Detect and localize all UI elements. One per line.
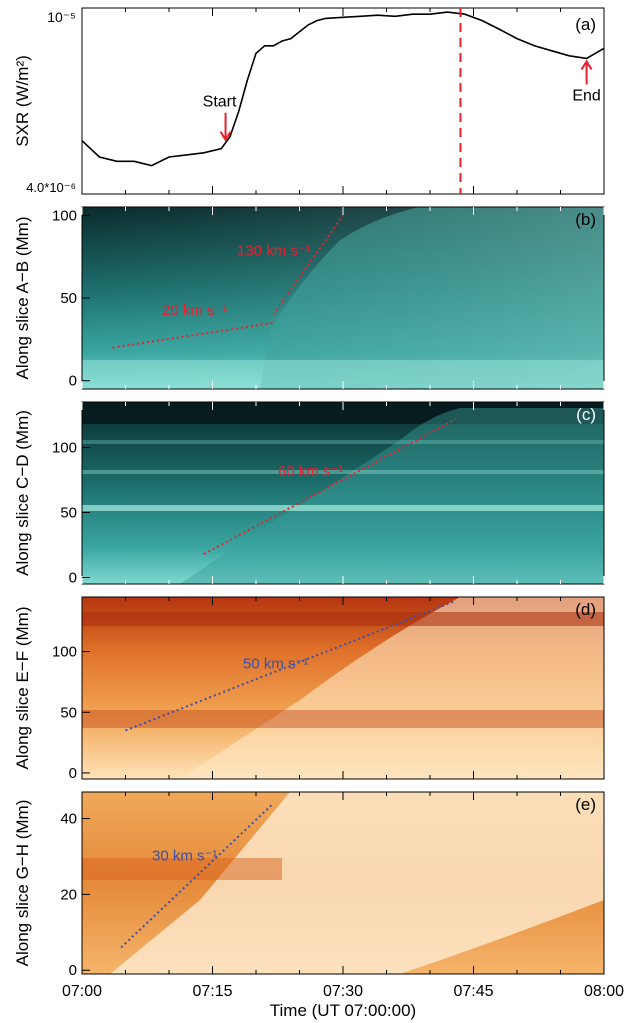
x-tick-label: 08:00 bbox=[584, 983, 624, 1000]
speed-fit-label: 20 km s⁻¹ bbox=[162, 302, 227, 319]
panel-d: (d) Along slice E−F (Mm) bbox=[13, 597, 604, 779]
y-tick-label: 0 bbox=[69, 962, 77, 979]
x-tick-label: 07:15 bbox=[192, 983, 232, 1000]
end-label: End bbox=[572, 87, 600, 104]
speed-fit-label: 30 km s⁻¹ bbox=[152, 847, 217, 864]
y-tick-label: 50 bbox=[60, 704, 77, 721]
panel-a-frame bbox=[82, 8, 604, 194]
panel-a: Start End (a) 10⁻⁵ 4.0*10⁻⁶ SXR (W/m²) bbox=[13, 8, 604, 195]
speed-fit-label: 50 km s⁻¹ bbox=[243, 656, 308, 673]
panel-c-label: (c) bbox=[576, 405, 596, 424]
sxr-ytick-bottom: 4.0*10⁻⁶ bbox=[26, 180, 76, 195]
speed-fit-label: 130 km s⁻¹ bbox=[237, 243, 311, 260]
x-axis-label: Time (UT 07:00:00) bbox=[270, 1001, 416, 1020]
panel-c: (c) Along slice C−D (Mm) bbox=[13, 402, 604, 584]
panel-c-ylabel: Along slice C−D (Mm) bbox=[13, 410, 32, 576]
panel-c-streak-1 bbox=[82, 505, 604, 511]
y-tick-label: 100 bbox=[52, 207, 77, 224]
panel-e-ylabel: Along slice G−H (Mm) bbox=[13, 800, 32, 967]
start-label: Start bbox=[203, 94, 237, 111]
panel-b: (b) Along slice A−B (Mm) bbox=[13, 207, 604, 389]
panel-e-label: (e) bbox=[575, 795, 596, 814]
y-tick-label: 100 bbox=[52, 644, 77, 661]
x-tick-label: 07:30 bbox=[323, 983, 363, 1000]
x-tick-label: 07:45 bbox=[453, 983, 493, 1000]
y-tick-label: 40 bbox=[60, 811, 77, 828]
panel-a-label: (a) bbox=[575, 15, 596, 34]
y-tick-label: 0 bbox=[69, 373, 77, 390]
panel-b-ylabel: Along slice A−B (Mm) bbox=[13, 217, 32, 380]
panel-d-ylabel: Along slice E−F (Mm) bbox=[13, 607, 32, 770]
speed-fit-label: 60 km s⁻¹ bbox=[278, 463, 343, 480]
y-tick-label: 50 bbox=[60, 505, 77, 522]
y-tick-label: 20 bbox=[60, 886, 77, 903]
sxr-ylabel: SXR (W/m²) bbox=[13, 55, 32, 147]
y-tick-label: 100 bbox=[52, 440, 77, 457]
y-tick-label: 0 bbox=[69, 570, 77, 587]
panel-c-streak-3 bbox=[82, 440, 604, 444]
panel-e: (e) Along slice G−H (Mm) bbox=[13, 792, 604, 974]
x-tick-label: 07:00 bbox=[62, 983, 102, 1000]
panel-d-band-2 bbox=[82, 710, 604, 728]
y-tick-label: 50 bbox=[60, 290, 77, 307]
panel-b-label: (b) bbox=[575, 210, 596, 229]
panel-d-band-1 bbox=[82, 612, 604, 626]
sxr-ytick-top: 10⁻⁵ bbox=[47, 9, 76, 25]
panel-d-label: (d) bbox=[575, 600, 596, 619]
y-tick-label: 0 bbox=[69, 765, 77, 782]
